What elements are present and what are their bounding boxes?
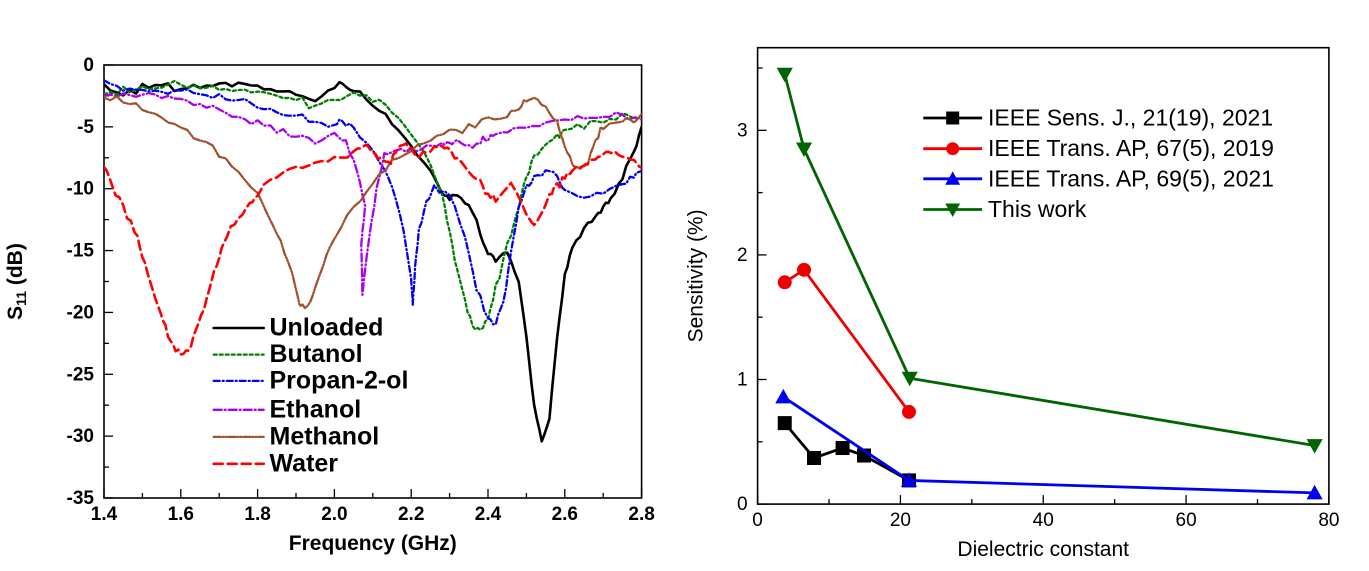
svg-text:20: 20	[890, 510, 911, 531]
svg-text:S11 (dB): S11 (dB)	[4, 243, 29, 320]
svg-text:2.8: 2.8	[628, 504, 654, 525]
svg-text:40: 40	[1033, 510, 1054, 531]
svg-text:3: 3	[737, 120, 748, 141]
svg-text:2.6: 2.6	[552, 504, 578, 525]
svg-text:0: 0	[737, 494, 748, 515]
svg-text:-25: -25	[67, 364, 95, 385]
svg-text:1.4: 1.4	[91, 504, 118, 525]
svg-text:1: 1	[737, 370, 748, 391]
svg-text:Water: Water	[270, 449, 339, 477]
svg-text:2: 2	[737, 245, 748, 266]
svg-text:2.2: 2.2	[398, 504, 424, 525]
svg-text:0: 0	[752, 510, 763, 531]
svg-text:1.6: 1.6	[168, 504, 194, 525]
svg-text:Methanol: Methanol	[270, 422, 380, 450]
svg-text:-10: -10	[67, 179, 94, 200]
svg-text:Sensitivity (%): Sensitivity (%)	[685, 209, 708, 342]
svg-text:Propan-2-ol: Propan-2-ol	[270, 366, 409, 394]
svg-text:-15: -15	[67, 241, 95, 262]
svg-text:-30: -30	[67, 426, 94, 447]
svg-text:-20: -20	[67, 302, 94, 323]
svg-text:IEEE Sens. J., 21(19), 2021: IEEE Sens. J., 21(19), 2021	[988, 105, 1273, 131]
svg-text:IEEE Trans. AP, 67(5), 2019: IEEE Trans. AP, 67(5), 2019	[988, 135, 1274, 161]
svg-text:Dielectric constant: Dielectric constant	[957, 538, 1129, 561]
svg-text:This work: This work	[988, 196, 1087, 222]
svg-text:-5: -5	[77, 117, 94, 138]
svg-text:Unloaded: Unloaded	[270, 314, 384, 342]
svg-text:2.4: 2.4	[475, 504, 502, 525]
svg-text:0: 0	[83, 55, 94, 76]
svg-text:2.0: 2.0	[321, 504, 347, 525]
svg-text:Frequency (GHz): Frequency (GHz)	[289, 532, 457, 555]
svg-text:Ethanol: Ethanol	[270, 395, 362, 423]
svg-text:60: 60	[1176, 510, 1197, 531]
svg-text:-35: -35	[67, 488, 95, 509]
svg-text:80: 80	[1318, 510, 1339, 531]
svg-text:1.8: 1.8	[244, 504, 270, 525]
svg-text:IEEE Trans. AP, 69(5), 2021: IEEE Trans. AP, 69(5), 2021	[988, 165, 1274, 191]
svg-text:Butanol: Butanol	[270, 340, 363, 368]
